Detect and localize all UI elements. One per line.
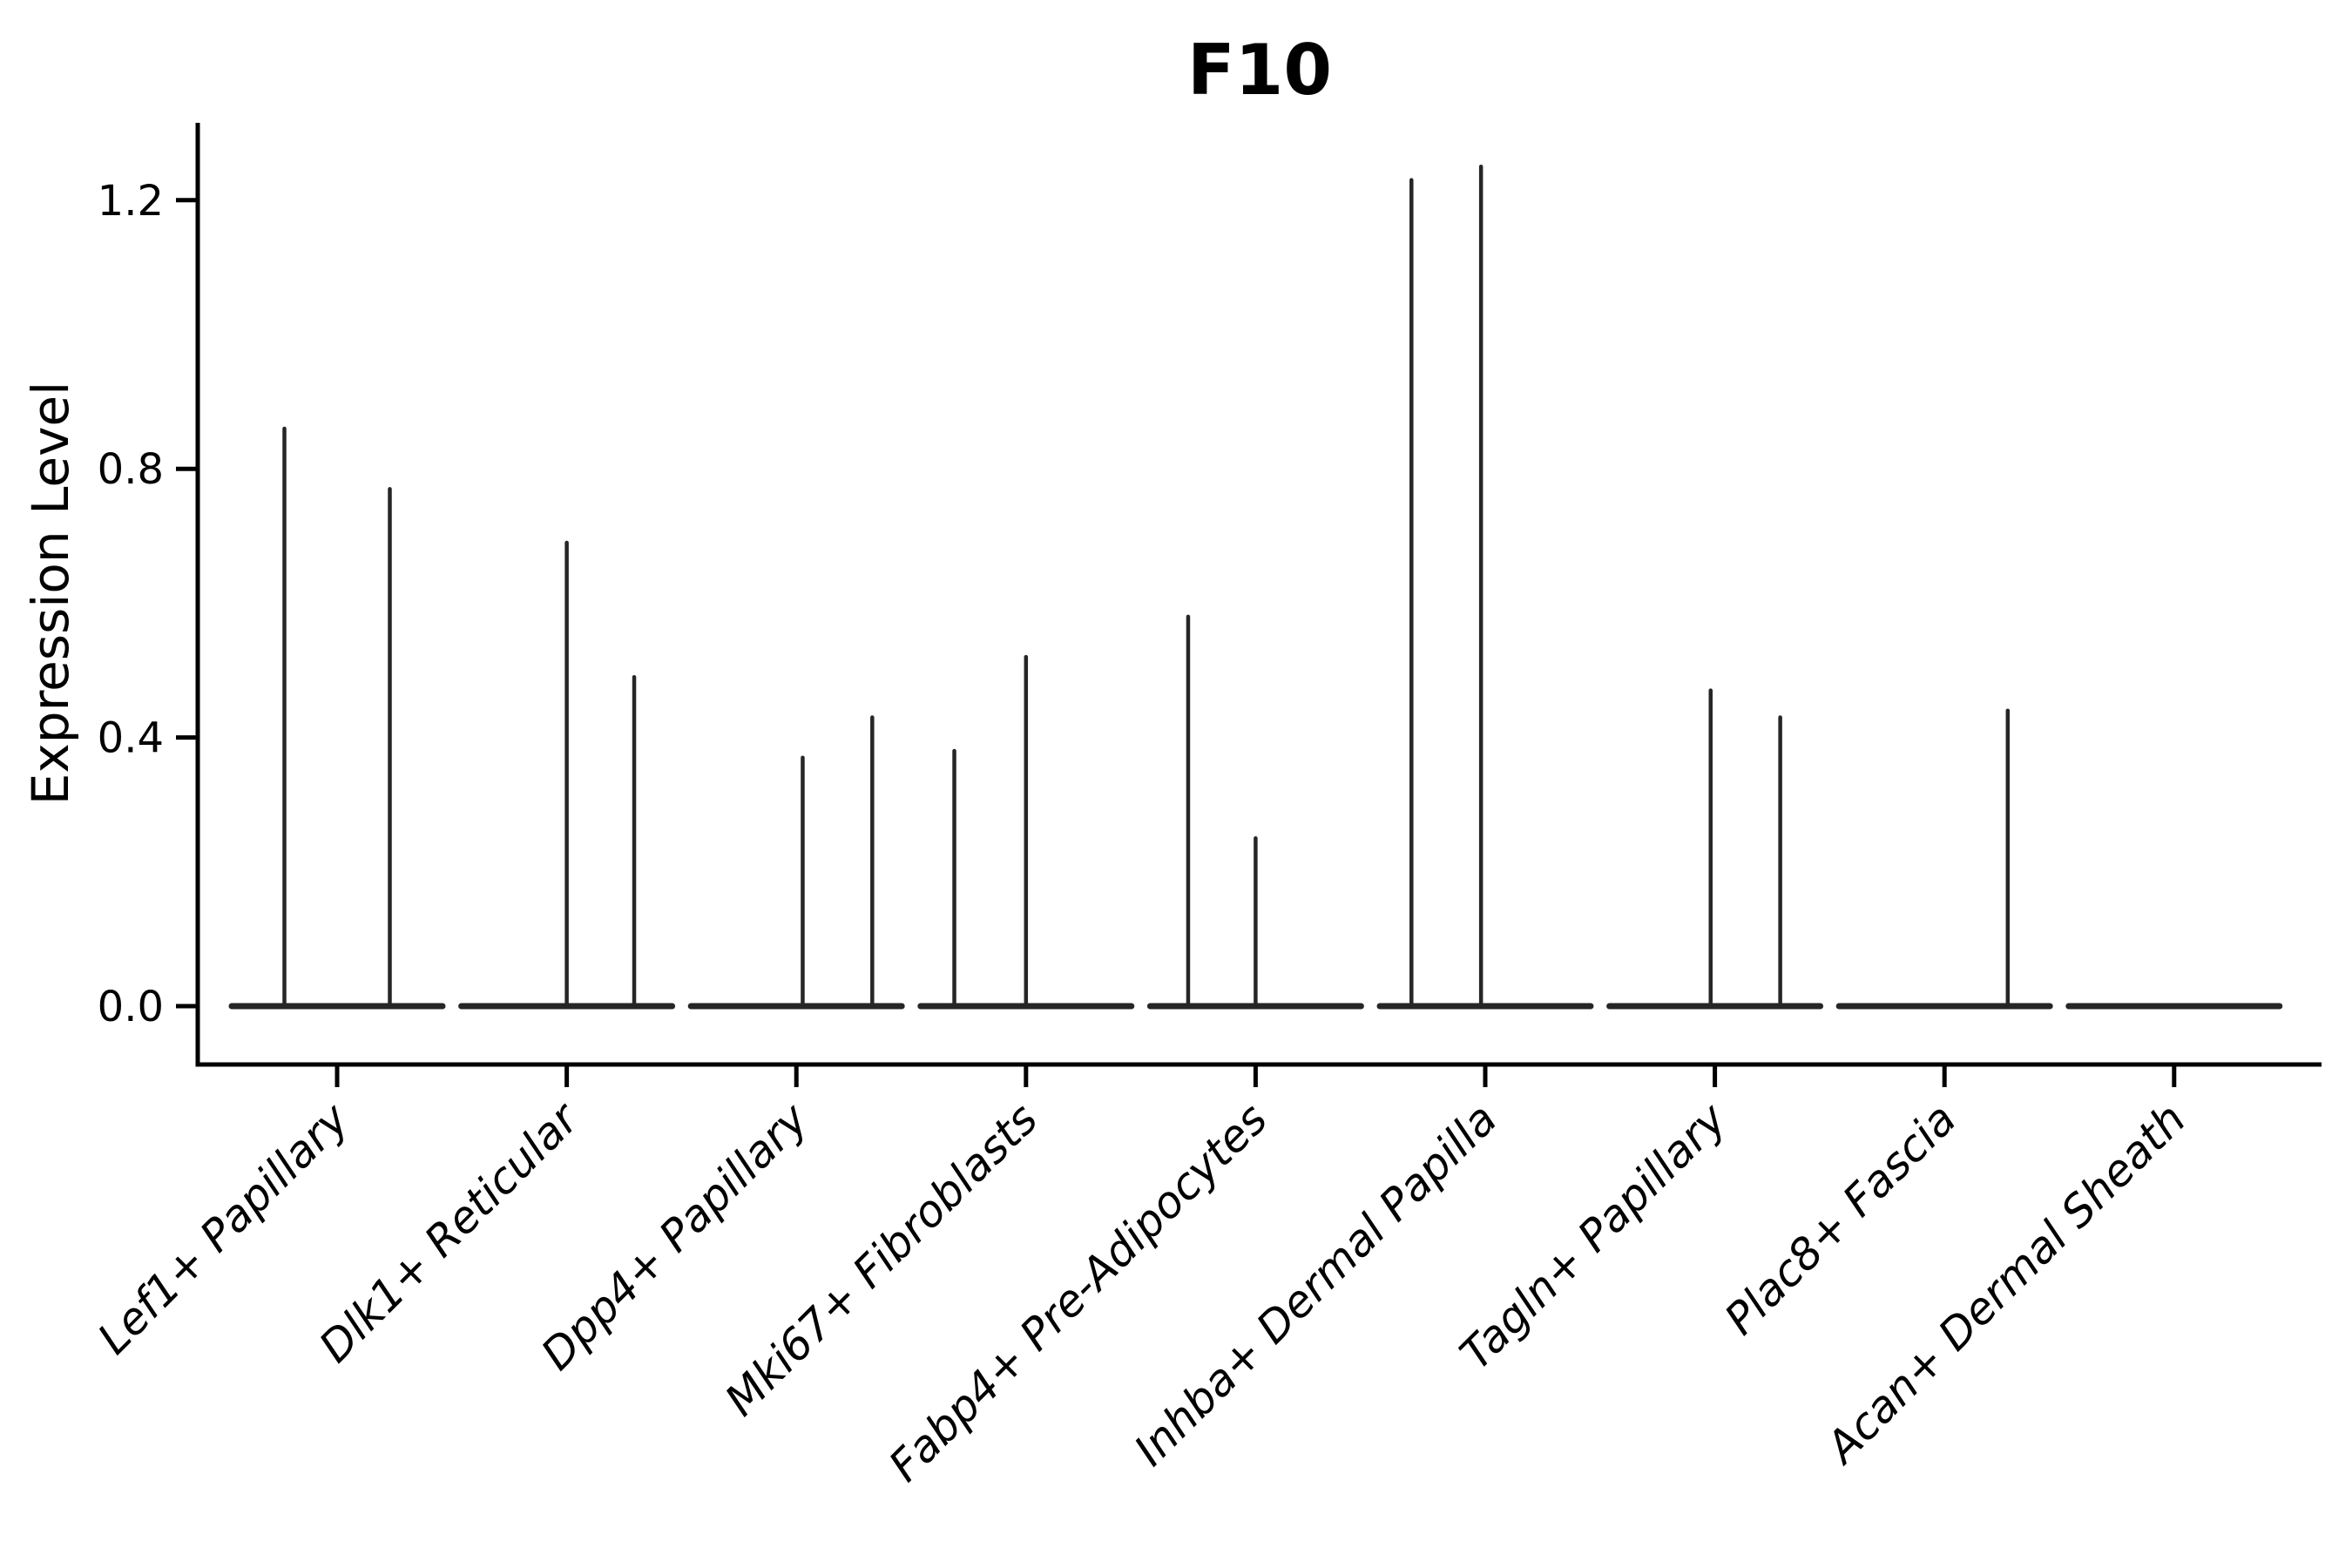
x-category-label: Plac8+ Fascia <box>1715 1093 1966 1344</box>
y-axis-label: Expression Level <box>21 382 80 805</box>
violin-layer <box>228 165 2283 1010</box>
x-category-label: Lef1+ Papillary <box>88 1092 359 1363</box>
label-layer: F10 Expression Level 0.0 0.4 0.8 1.2 Lef1+ P… <box>21 30 2195 1491</box>
plot-title: F10 <box>1187 30 1332 111</box>
axes-layer <box>176 123 2322 1087</box>
y-tick-label: 0.8 <box>98 445 164 494</box>
y-tick-label: 0.0 <box>98 983 164 1031</box>
y-tick-label: 1.2 <box>98 177 164 226</box>
x-category-label: Inhba+ Dermal Papilla <box>1125 1093 1506 1475</box>
x-category-label: Fabp4+ Pre-Adipocytes <box>879 1093 1277 1491</box>
y-tick-label: 0.4 <box>98 714 164 763</box>
